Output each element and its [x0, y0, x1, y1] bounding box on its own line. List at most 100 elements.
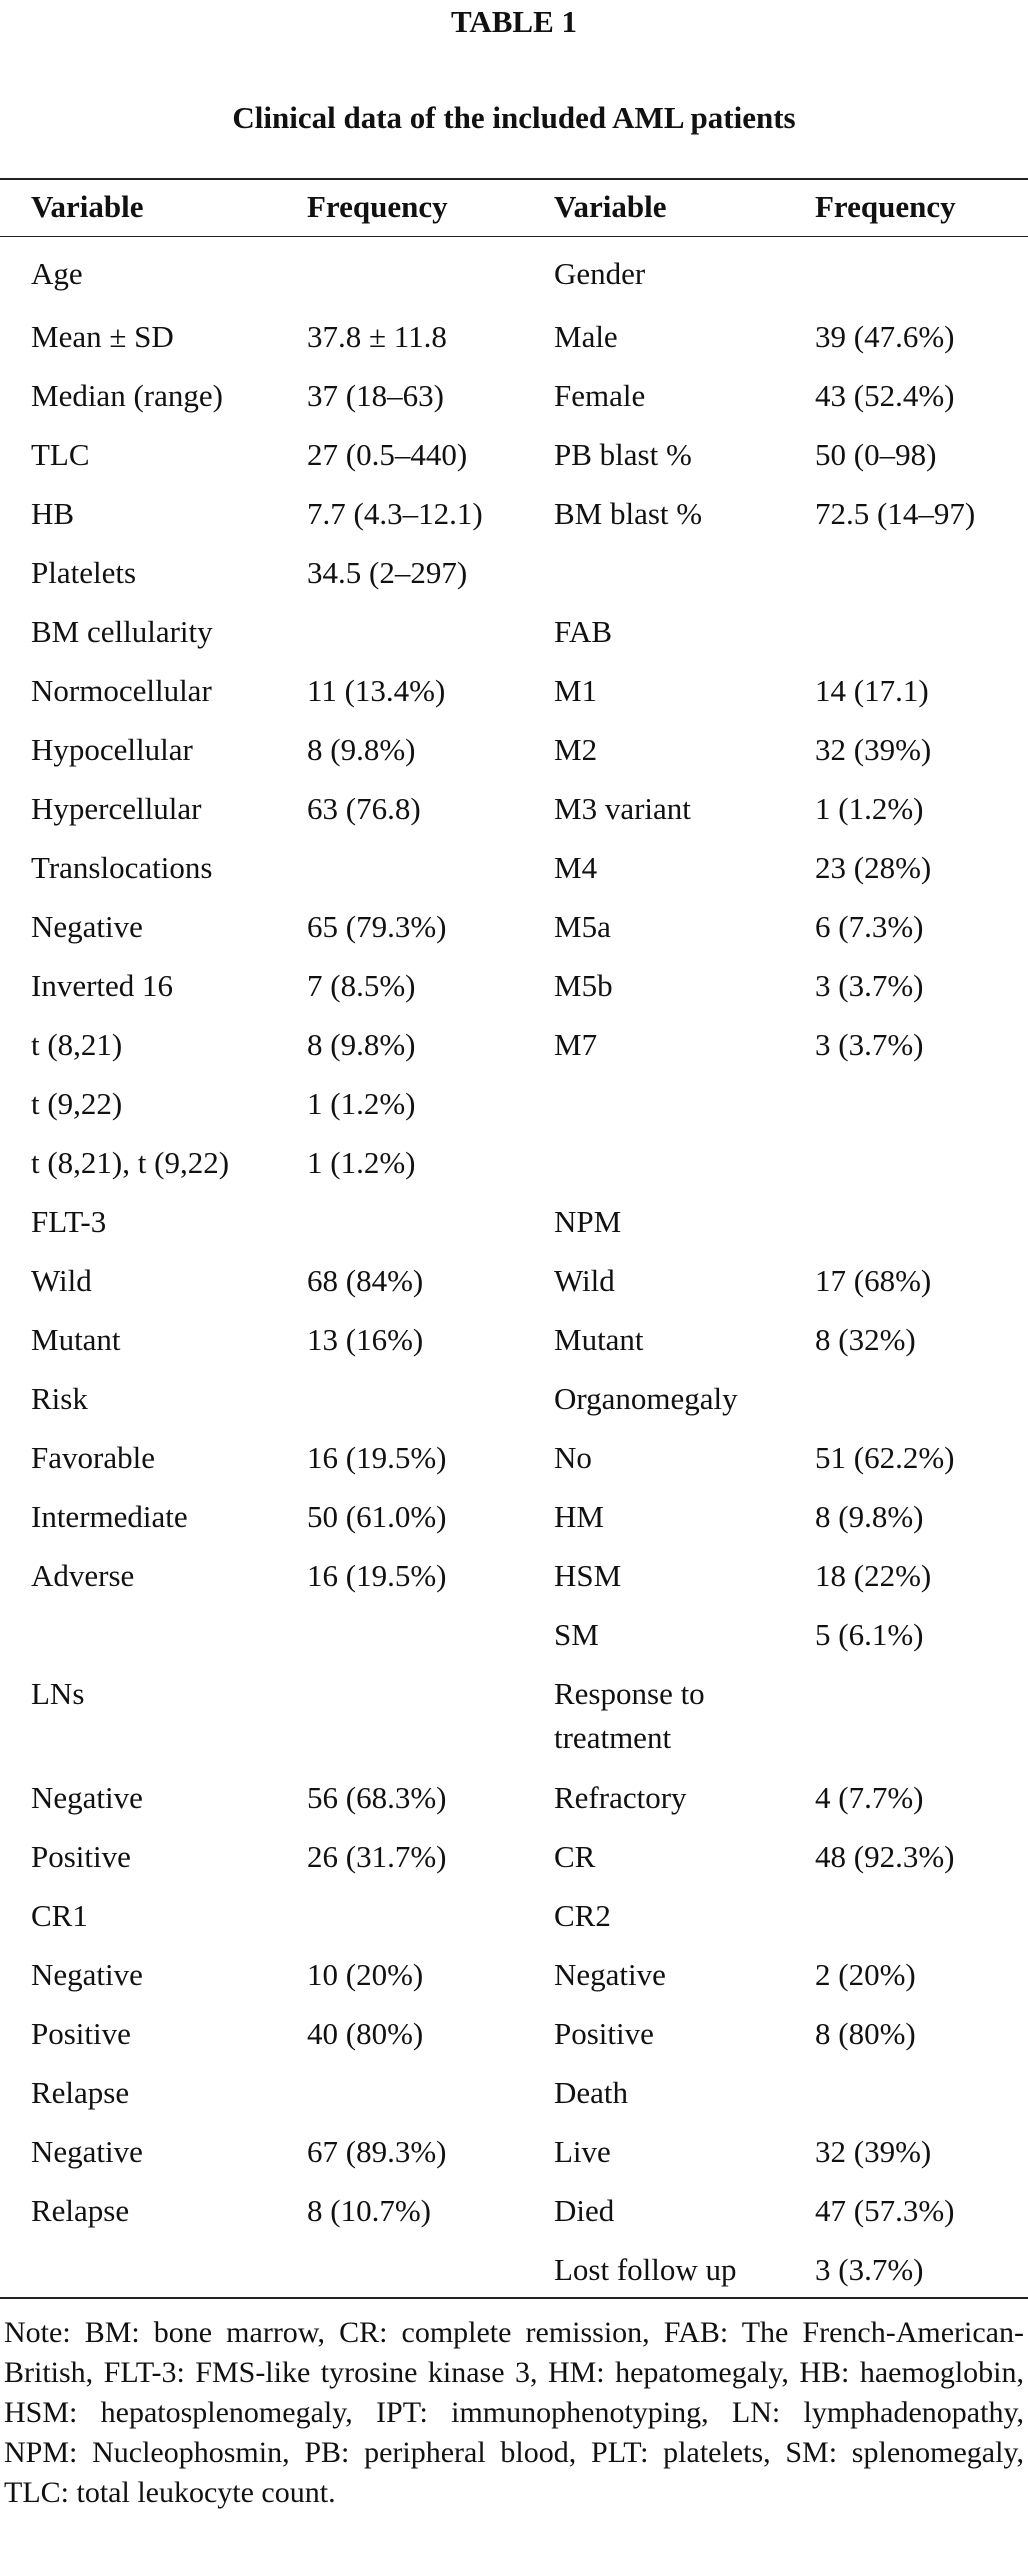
table-cell: Inverted 16 [31, 967, 174, 1003]
table-cell: 47 (57.3%) [815, 2192, 955, 2228]
table-cell: Female [554, 377, 646, 413]
table-cell: M4 [554, 849, 598, 885]
table-cell: Positive [554, 2015, 654, 2051]
table-cell: 8 (9.8%) [307, 1026, 416, 1062]
table-cell: M1 [554, 672, 598, 708]
table-cell: Lost follow up [554, 2251, 737, 2287]
table-row: Adverse 16 (19.5%) HSM 18 (22%) [0, 1547, 1028, 1606]
table-top-rule [0, 178, 1028, 180]
table-cell: 50 (61.0%) [307, 1498, 447, 1534]
column-header: Variable [31, 189, 144, 224]
table-row: CR1 CR2 [0, 1887, 1028, 1946]
table-cell [791, 1370, 1028, 1429]
table-cell: No [554, 1439, 592, 1475]
table-cell: Normocellular [31, 672, 212, 708]
table-row: Lost follow up 3 (3.7%) [0, 2241, 1028, 2300]
table-row: Median (range) 37 (18–63) Female 43 (52.4%) [0, 367, 1028, 426]
table-cell: Refractory [554, 1779, 687, 1815]
table-header-row: Variable Frequency Variable Frequency [0, 178, 1028, 237]
table-cell: Median (range) [31, 377, 223, 413]
table-cell: SM [554, 1616, 599, 1652]
table-cell [791, 1193, 1028, 1252]
table-row: Platelets 34.5 (2–297) [0, 544, 1028, 603]
table-cell: Negative [31, 1956, 143, 1992]
table-cell: 1 (1.2%) [307, 1085, 416, 1121]
table-cell: 23 (28%) [815, 849, 932, 885]
table-cell: 10 (20%) [307, 1956, 424, 1992]
table-cell: Died [554, 2192, 615, 2228]
table-row: Normocellular 11 (13.4%) M1 14 (17.1) [0, 662, 1028, 721]
table-cell: Relapse [31, 2074, 130, 2110]
table-cell: Mutant [31, 1321, 121, 1357]
table-cell [791, 603, 1028, 662]
table-cell: 3 (3.7%) [815, 967, 924, 1003]
table-cell: 8 (32%) [815, 1321, 916, 1357]
table-cell: BM blast % [554, 495, 703, 531]
table-cell: PB blast % [554, 436, 692, 472]
table-cell: 2 (20%) [815, 1956, 916, 1992]
table-row: Negative 10 (20%) Negative 2 (20%) [0, 1946, 1028, 2005]
table-cell: Hypercellular [31, 790, 202, 826]
table-cell: 72.5 (14–97) [815, 495, 976, 531]
table-row: Negative 67 (89.3%) Live 32 (39%) [0, 2123, 1028, 2182]
table-row: Negative 56 (68.3%) Refractory 4 (7.7%) [0, 1769, 1028, 1828]
table-cell: 39 (47.6%) [815, 318, 955, 354]
table-cell: t (8,21) [31, 1026, 123, 1062]
clinical-data-table: Variable Frequency Variable Frequency Ag… [0, 178, 1028, 2300]
table-cell: 6 (7.3%) [815, 908, 924, 944]
table-cell: 68 (84%) [307, 1262, 424, 1298]
table-cell: Mean ± SD [31, 318, 174, 354]
table-cell [791, 544, 1028, 603]
table-cell [528, 1134, 791, 1193]
table-cell [279, 2241, 528, 2300]
table-row: Risk Organomegaly [0, 1370, 1028, 1429]
table-cell [528, 1075, 791, 1134]
table-cell: t (9,22) [31, 1085, 123, 1121]
table-row: Relapse Death [0, 2064, 1028, 2123]
table-cell: 26 (31.7%) [307, 1838, 447, 1874]
table-cell: Risk [31, 1380, 88, 1416]
table-cell: 4 (7.7%) [815, 1779, 924, 1815]
table-cell: 8 (9.8%) [815, 1498, 924, 1534]
table-cell: t (8,21), t (9,22) [31, 1144, 230, 1180]
table-cell: Gender [554, 256, 646, 291]
table-row: Wild 68 (84%) Wild 17 (68%) [0, 1252, 1028, 1311]
table-cell: 50 (0–98) [815, 436, 937, 472]
table-cell: CR2 [554, 1897, 611, 1933]
table-cell: Negative [31, 908, 143, 944]
table-cell: 65 (79.3%) [307, 908, 447, 944]
table-row: Hypocellular 8 (9.8%) M2 32 (39%) [0, 721, 1028, 780]
table-cell: M2 [554, 731, 598, 767]
column-header: Frequency [815, 189, 956, 224]
table-cell: HB [31, 495, 75, 531]
table-cell: M7 [554, 1026, 598, 1062]
table-cell: Live [554, 2133, 611, 2169]
table-row: t (8,21) 8 (9.8%) M7 3 (3.7%) [0, 1016, 1028, 1075]
table-row: Mean ± SD 37.8 ± 11.8 Male 39 (47.6%) [0, 308, 1028, 367]
table-note: Note: BM: bone marrow, CR: complete remi… [4, 2316, 1024, 2509]
table-cell: 1 (1.2%) [815, 790, 924, 826]
table-cell: FAB [554, 613, 613, 649]
table-cell: 3 (3.7%) [815, 2251, 924, 2287]
table-cell: 16 (19.5%) [307, 1439, 447, 1475]
table-row: FLT-3 NPM [0, 1193, 1028, 1252]
table-cell [279, 2064, 528, 2123]
table-cell: 14 (17.1) [815, 672, 929, 708]
table-cell: HSM [554, 1557, 622, 1593]
table-cell: FLT-3 [31, 1203, 107, 1239]
table-cell: Positive [31, 1838, 131, 1874]
table-row: Age Gender [0, 237, 1028, 308]
table-cell: Wild [31, 1262, 92, 1298]
table-cell [279, 1887, 528, 1946]
table-row: Hypercellular 63 (76.8) M3 variant 1 (1.2%) [0, 780, 1028, 839]
table-cell: 18 (22%) [815, 1557, 932, 1593]
table-cell: Platelets [31, 554, 137, 590]
table-cell: 5 (6.1%) [815, 1616, 924, 1652]
table-cell [279, 1370, 528, 1429]
table-cell: Negative [554, 1956, 666, 1992]
table-cell [791, 237, 1028, 308]
table-cell: Death [554, 2074, 629, 2110]
table-cell: 63 (76.8) [307, 790, 421, 826]
table-cell: Favorable [31, 1439, 155, 1475]
